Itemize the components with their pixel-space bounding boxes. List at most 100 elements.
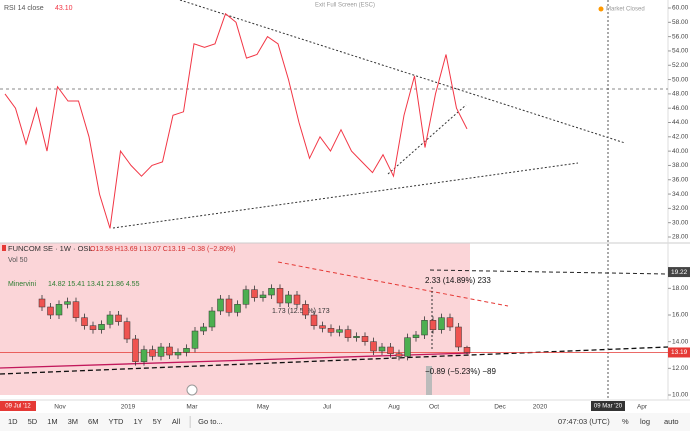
- range-button[interactable]: 5Y: [153, 417, 162, 426]
- candle-body: [106, 314, 114, 325]
- candle-body: [404, 337, 411, 357]
- candle-body: [327, 328, 335, 333]
- candle-body: [378, 346, 386, 352]
- symbol: FUNCOM SE · 1W · OSL: [8, 244, 93, 253]
- y-tick-label: 60.00: [672, 5, 689, 12]
- candle-body: [446, 317, 454, 328]
- y-tick-label: 34.00: [672, 191, 689, 198]
- y-tick-label: 46.00: [672, 105, 689, 112]
- candle-body: [421, 320, 428, 336]
- candle-body: [47, 306, 54, 316]
- candle-body: [285, 294, 292, 304]
- candle-body: [438, 317, 445, 330]
- scale-option[interactable]: %: [622, 417, 629, 426]
- candle-body: [276, 288, 284, 304]
- x-tick-label: 2020: [533, 404, 548, 411]
- candle-body: [55, 304, 63, 316]
- measure-annotation: 1.73 (12.53%) 173: [272, 308, 330, 315]
- scale-option[interactable]: log: [640, 417, 650, 426]
- y-tick-label: 52.00: [672, 62, 689, 69]
- last-price-box: [668, 347, 690, 358]
- candle-body: [157, 346, 165, 357]
- cursor-date: 09 Mar '20: [594, 404, 623, 410]
- candle-body: [132, 338, 139, 362]
- range-button[interactable]: 3M: [68, 417, 78, 426]
- candle-body: [72, 301, 80, 318]
- candle-body: [140, 349, 148, 362]
- volume-bar: [426, 366, 432, 395]
- scale-option[interactable]: auto: [664, 417, 679, 426]
- measure-annotation: 2.33 (14.89%) 233: [425, 276, 491, 285]
- candle-body: [174, 352, 182, 356]
- y-tick-label: 38.00: [672, 162, 689, 169]
- exit-fullscreen[interactable]: Exit Full Screen (ESC): [315, 3, 375, 9]
- range-button[interactable]: 1Y: [133, 417, 142, 426]
- cursor-date-box: [591, 401, 625, 411]
- x-tick-label: Dec: [494, 404, 506, 411]
- y-tick-label: 36.00: [672, 176, 689, 183]
- candle-body: [259, 294, 267, 298]
- y-tick-label: 12.00: [672, 365, 689, 372]
- y-tick-label: 32.00: [672, 205, 689, 212]
- candle-body: [242, 289, 250, 305]
- y-tick-label: 40.00: [672, 148, 689, 155]
- range-button[interactable]: YTD: [108, 417, 124, 426]
- candle-body: [183, 348, 190, 353]
- rsi-last-value: 43.10: [55, 5, 73, 12]
- y-tick-label: 18.00: [672, 285, 689, 292]
- cursor-date: 09 Jul '12: [5, 404, 31, 410]
- candle-body: [64, 301, 71, 305]
- candle-body: [234, 304, 241, 313]
- x-tick-label: 2019: [121, 404, 136, 411]
- x-tick-label: Apr: [637, 404, 648, 411]
- symbol-icon: [2, 245, 6, 251]
- candle-body: [353, 336, 360, 338]
- y-tick-label: 30.00: [672, 219, 689, 226]
- crosshair-price-box: [668, 267, 690, 278]
- candle-body: [310, 314, 318, 326]
- candle-body: [361, 336, 369, 342]
- y-tick-label: 54.00: [672, 48, 689, 55]
- y-tick-label: 56.00: [672, 33, 689, 40]
- candle-body: [302, 304, 309, 316]
- goto-button[interactable]: Go to...: [198, 417, 223, 426]
- candle-body: [395, 353, 403, 357]
- crosshair-price-label: 19.22: [671, 269, 688, 276]
- x-tick-label: Jul: [323, 404, 332, 411]
- range-button[interactable]: 5D: [28, 417, 38, 426]
- x-tick-label: Aug: [388, 404, 400, 411]
- x-tick-label: Oct: [429, 404, 439, 411]
- rsi-legend: RSI 14 close: [4, 5, 44, 12]
- range-button[interactable]: 6M: [88, 417, 98, 426]
- range-button[interactable]: 1D: [8, 417, 18, 426]
- rsi-line: [4, 12, 468, 229]
- range-button[interactable]: 1M: [47, 417, 57, 426]
- measure-annotation: −0.89 (−5.23%) −89: [425, 367, 496, 376]
- candle-body: [166, 346, 173, 356]
- ohlc: O13.58 H13.69 L13.07 C13.19 −0.38 (−2.80…: [90, 246, 236, 253]
- support-line: [0, 352, 471, 369]
- y-tick-label: 42.00: [672, 134, 689, 141]
- x-tick-label: Mar: [186, 404, 198, 411]
- candle-body: [89, 325, 97, 330]
- candle-body: [98, 324, 105, 330]
- trend-line: [179, 0, 626, 144]
- candle-body: [387, 346, 394, 354]
- candle-body: [251, 289, 258, 298]
- candle-body: [319, 325, 326, 329]
- x-tick-label: Nov: [54, 404, 66, 411]
- candle-body: [217, 298, 224, 312]
- candle-body: [123, 321, 131, 340]
- candle-body: [455, 326, 462, 348]
- candle-body: [208, 310, 216, 328]
- last-price-label: 13.19: [671, 349, 688, 356]
- candle-body: [429, 320, 437, 330]
- clock: 07:47:03 (UTC): [558, 417, 610, 426]
- y-tick-label: 10.00: [672, 392, 689, 399]
- candle-body: [370, 341, 377, 352]
- candle-body: [200, 326, 207, 332]
- candle-body: [344, 329, 352, 338]
- range-button[interactable]: All: [172, 417, 181, 426]
- indicator-name: Minervini: [8, 281, 36, 288]
- market-status-dot: [598, 6, 604, 12]
